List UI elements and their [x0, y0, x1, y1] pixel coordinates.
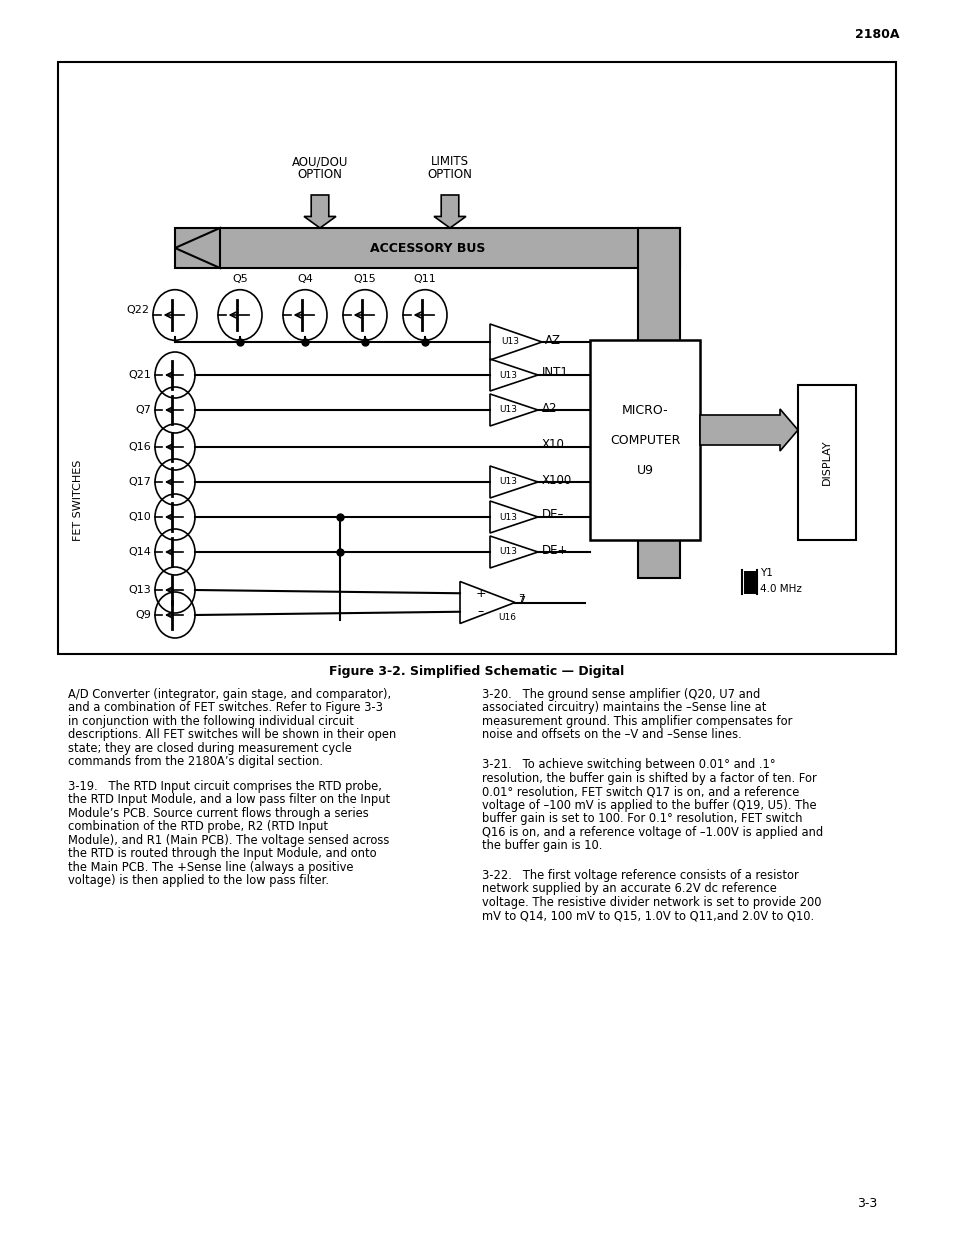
Text: DISPLAY: DISPLAY	[821, 440, 831, 485]
Text: Δ2: Δ2	[541, 401, 557, 415]
Text: Y1: Y1	[760, 568, 772, 578]
Text: Q14: Q14	[128, 547, 151, 557]
Text: 0.01° resolution, FET switch Q17 is on, and a reference: 0.01° resolution, FET switch Q17 is on, …	[481, 785, 799, 798]
Text: measurement ground. This amplifier compensates for: measurement ground. This amplifier compe…	[481, 715, 792, 727]
Text: FET SWITCHES: FET SWITCHES	[73, 459, 83, 541]
Text: U13: U13	[500, 337, 518, 347]
Text: 3-21.   To achieve switching between 0.01° and .1°: 3-21. To achieve switching between 0.01°…	[481, 758, 775, 771]
Text: DE–: DE–	[541, 509, 564, 521]
Text: 4.0 MHz: 4.0 MHz	[760, 584, 801, 594]
Text: 3-19.   The RTD Input circuit comprises the RTD probe,: 3-19. The RTD Input circuit comprises th…	[68, 779, 381, 793]
Text: U13: U13	[498, 405, 517, 415]
Polygon shape	[304, 195, 335, 228]
Polygon shape	[434, 195, 465, 228]
Text: +: +	[476, 587, 486, 600]
Text: Q11: Q11	[414, 274, 436, 284]
Text: AZ: AZ	[544, 333, 560, 347]
Text: voltage) is then applied to the low pass filter.: voltage) is then applied to the low pass…	[68, 874, 329, 887]
Text: Q16: Q16	[128, 442, 151, 452]
Text: Q10: Q10	[128, 513, 151, 522]
Text: X100: X100	[541, 473, 572, 487]
Text: descriptions. All FET switches will be shown in their open: descriptions. All FET switches will be s…	[68, 729, 395, 741]
Bar	[589, 340, 700, 540]
Text: 7: 7	[517, 594, 524, 604]
Text: state; they are closed during measurement cycle: state; they are closed during measuremen…	[68, 742, 352, 755]
Bar	[797, 385, 855, 540]
Text: Q22: Q22	[126, 305, 149, 315]
Text: Q7: Q7	[135, 405, 151, 415]
Text: and a combination of FET switches. Refer to Figure 3-3: and a combination of FET switches. Refer…	[68, 701, 382, 715]
Text: Q15: Q15	[354, 274, 376, 284]
Text: the buffer gain is 10.: the buffer gain is 10.	[481, 840, 601, 852]
Text: Q9: Q9	[135, 610, 151, 620]
Text: Q13: Q13	[128, 585, 151, 595]
Text: DE+: DE+	[541, 543, 568, 557]
Text: Q16 is on, and a reference voltage of –1.00V is applied and: Q16 is on, and a reference voltage of –1…	[481, 826, 822, 839]
Bar	[638, 228, 679, 578]
Text: OPTION: OPTION	[427, 168, 472, 182]
Bar	[58, 62, 895, 655]
Bar	[174, 228, 679, 268]
Text: U13: U13	[498, 370, 517, 379]
Text: 7: 7	[517, 595, 524, 605]
Text: Q21: Q21	[128, 370, 151, 380]
Text: Module), and R1 (Main PCB). The voltage sensed across: Module), and R1 (Main PCB). The voltage …	[68, 834, 389, 847]
Text: buffer gain is set to 100. For 0.1° resolution, FET switch: buffer gain is set to 100. For 0.1° reso…	[481, 813, 801, 825]
Text: 3-22.   The first voltage reference consists of a resistor: 3-22. The first voltage reference consis…	[481, 869, 798, 882]
Text: network supplied by an accurate 6.2V dc reference: network supplied by an accurate 6.2V dc …	[481, 882, 776, 895]
Text: voltage. The resistive divider network is set to provide 200: voltage. The resistive divider network i…	[481, 895, 821, 909]
Text: noise and offsets on the –V and –Sense lines.: noise and offsets on the –V and –Sense l…	[481, 729, 741, 741]
Text: 3-20.   The ground sense amplifier (Q20, U7 and: 3-20. The ground sense amplifier (Q20, U…	[481, 688, 760, 701]
Text: 3-3: 3-3	[856, 1197, 876, 1210]
Text: A/D Converter (integrator, gain stage, and comparator),: A/D Converter (integrator, gain stage, a…	[68, 688, 391, 701]
Text: U13: U13	[498, 478, 517, 487]
Text: AOU/DOU: AOU/DOU	[292, 156, 348, 168]
Text: the RTD is routed through the Input Module, and onto: the RTD is routed through the Input Modu…	[68, 847, 376, 861]
Text: –: –	[477, 605, 483, 619]
Text: commands from the 2180A’s digital section.: commands from the 2180A’s digital sectio…	[68, 756, 323, 768]
Text: Q17: Q17	[128, 477, 151, 487]
Text: U16: U16	[497, 613, 516, 621]
Text: Module’s PCB. Source current flows through a series: Module’s PCB. Source current flows throu…	[68, 806, 369, 820]
Polygon shape	[174, 228, 220, 268]
Text: mV to Q14, 100 mV to Q15, 1.0V to Q11,and 2.0V to Q10.: mV to Q14, 100 mV to Q15, 1.0V to Q11,an…	[481, 909, 813, 923]
Text: Figure 3-2. Simplified Schematic — Digital: Figure 3-2. Simplified Schematic — Digit…	[329, 664, 624, 678]
Text: ACCESSORY BUS: ACCESSORY BUS	[370, 242, 485, 254]
Text: associated circuitry) maintains the –Sense line at: associated circuitry) maintains the –Sen…	[481, 701, 765, 715]
Text: Q4: Q4	[296, 274, 313, 284]
Text: LIMITS: LIMITS	[431, 156, 469, 168]
Text: MICRO-: MICRO-	[621, 404, 668, 416]
Polygon shape	[700, 409, 797, 451]
Text: X10: X10	[541, 438, 564, 452]
Text: combination of the RTD probe, R2 (RTD Input: combination of the RTD probe, R2 (RTD In…	[68, 820, 328, 834]
Text: U13: U13	[498, 547, 517, 557]
Text: in conjunction with the following individual circuit: in conjunction with the following indivi…	[68, 715, 354, 727]
Text: U9: U9	[636, 463, 653, 477]
Text: 2180A: 2180A	[855, 28, 899, 41]
Text: the RTD Input Module, and a low pass filter on the Input: the RTD Input Module, and a low pass fil…	[68, 793, 390, 806]
Text: the Main PCB. The +Sense line (always a positive: the Main PCB. The +Sense line (always a …	[68, 861, 354, 874]
Text: U13: U13	[498, 513, 517, 521]
Text: OPTION: OPTION	[297, 168, 342, 182]
Text: Q5: Q5	[232, 274, 248, 284]
Text: voltage of –100 mV is applied to the buffer (Q19, U5). The: voltage of –100 mV is applied to the buf…	[481, 799, 816, 811]
Text: COMPUTER: COMPUTER	[609, 433, 679, 447]
Text: resolution, the buffer gain is shifted by a factor of ten. For: resolution, the buffer gain is shifted b…	[481, 772, 816, 784]
Text: INT1: INT1	[541, 367, 568, 379]
